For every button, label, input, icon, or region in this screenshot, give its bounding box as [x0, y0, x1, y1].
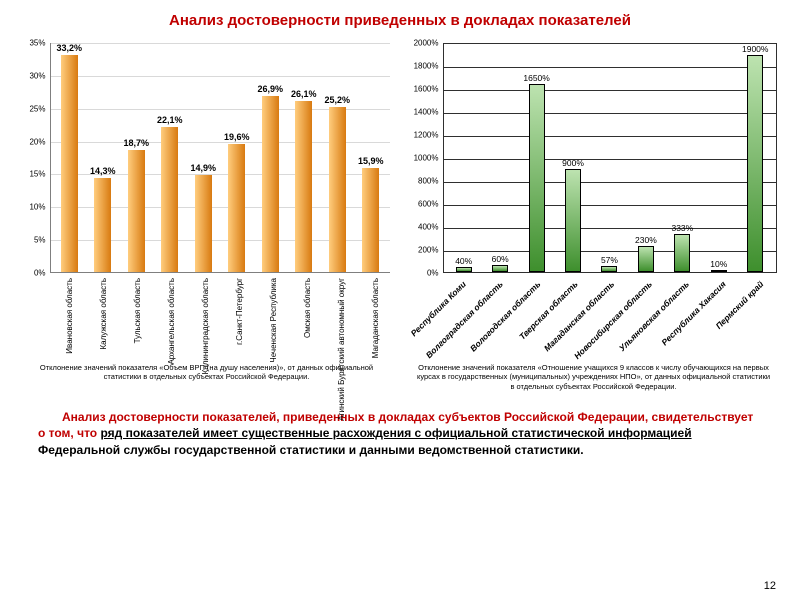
chart1-xcategory: Архангельская область	[152, 275, 186, 359]
bottom-text: Анализ достоверности показателей, привед…	[20, 409, 780, 458]
chart2-value-label: 333%	[671, 223, 693, 233]
chart1-xcategory: Агинский Бурятский автономный округ	[322, 275, 356, 359]
chart2-ytick: 2000%	[409, 39, 439, 48]
chart2-bar	[601, 266, 617, 272]
chart2-bar	[456, 267, 472, 272]
charts-row: 33,2% 14,3% 18,7% 22,1% 14,9% 19,6% 26,9% 26,1%…	[20, 39, 780, 391]
chart1-value-label: 19,6%	[224, 132, 250, 142]
chart1-bar	[228, 144, 245, 272]
chart2-bar	[638, 246, 654, 272]
chart2-bar-slot: 1650%	[518, 44, 554, 272]
chart2-bar-slot: 57%	[591, 44, 627, 272]
chart2-bar	[492, 265, 508, 272]
chart1-xcategory: Калужская область	[84, 275, 118, 359]
chart1-value-label: 15,9%	[358, 156, 384, 166]
page-number: 12	[764, 580, 776, 592]
chart1-bar-slot: 14,9%	[187, 43, 221, 272]
chart2-ytick: 600%	[409, 200, 439, 209]
chart2-ytick: 1600%	[409, 85, 439, 94]
chart1-wrap: 33,2% 14,3% 18,7% 22,1% 14,9% 19,6% 26,9% 26,1%…	[20, 39, 393, 391]
chart1-xcategory: Магаданская область	[356, 275, 390, 359]
chart2-ytick: 0%	[409, 269, 439, 278]
bottom-part3: Федеральной службы государственной стати…	[38, 443, 584, 457]
chart2-value-label: 57%	[601, 255, 618, 265]
chart1-value-label: 14,9%	[190, 163, 216, 173]
page-title: Анализ достоверности приведенных в докла…	[20, 12, 780, 29]
chart1-bar-slot: 15,9%	[354, 43, 388, 272]
chart1-xcategory: Омская область	[288, 275, 322, 359]
chart1-value-label: 22,1%	[157, 115, 183, 125]
chart1-bar-slot: 22,1%	[153, 43, 187, 272]
chart1-ytick: 35%	[22, 39, 46, 48]
chart1-bar	[161, 127, 178, 272]
chart1-xcategory: Калининградская область	[186, 275, 220, 359]
chart1-ytick: 30%	[22, 71, 46, 80]
chart2-bar-slot: 60%	[482, 44, 518, 272]
chart1-bar-slot: 33,2%	[53, 43, 87, 272]
chart1-value-label: 18,7%	[123, 138, 149, 148]
chart2-bar-slot: 900%	[555, 44, 591, 272]
chart2-ytick: 200%	[409, 246, 439, 255]
chart1-bar	[329, 107, 346, 272]
chart1-bar	[94, 178, 111, 272]
chart2-value-label: 60%	[492, 254, 509, 264]
chart2-value-label: 1650%	[523, 73, 549, 83]
chart2-bar-slot: 333%	[664, 44, 700, 272]
chart2-ytick: 1200%	[409, 131, 439, 140]
chart2-ytick: 1400%	[409, 108, 439, 117]
chart1-bar-slot: 18,7%	[120, 43, 154, 272]
chart1-bar	[262, 96, 279, 272]
chart1-bar-slot: 26,1%	[287, 43, 321, 272]
chart2-value-label: 10%	[710, 259, 727, 269]
chart2-bar	[747, 55, 763, 272]
chart2: 40%60%1650%900%57%230%333%10%1900% Респу…	[409, 39, 779, 359]
chart2-ytick: 1800%	[409, 62, 439, 71]
chart1-bar	[61, 55, 78, 272]
chart1-bar	[295, 101, 312, 272]
chart1-ytick: 20%	[22, 137, 46, 146]
chart2-bar	[529, 84, 545, 272]
chart2-value-label: 900%	[562, 158, 584, 168]
chart1-value-label: 33,2%	[56, 43, 82, 53]
chart2-bar	[674, 234, 690, 272]
chart1-xcategory: Ивановская область	[50, 275, 84, 359]
chart2-value-label: 1900%	[742, 44, 768, 54]
chart2-bar	[565, 169, 581, 272]
chart1-value-label: 14,3%	[90, 166, 116, 176]
chart1-bar-slot: 26,9%	[254, 43, 288, 272]
chart1-ytick: 15%	[22, 170, 46, 179]
chart1-value-label: 26,9%	[257, 84, 283, 94]
chart2-ytick: 800%	[409, 177, 439, 186]
chart1-ytick: 25%	[22, 104, 46, 113]
chart2-caption: Отклонение значений показателя «Отношени…	[416, 363, 770, 391]
chart1-bar-slot: 19,6%	[220, 43, 254, 272]
chart2-value-label: 40%	[455, 256, 472, 266]
chart1-ytick: 10%	[22, 203, 46, 212]
chart1-bar-slot: 25,2%	[321, 43, 355, 272]
chart2-bar-slot: 10%	[701, 44, 737, 272]
chart1-xcategory: Тульская область	[118, 275, 152, 359]
chart2-ytick: 400%	[409, 223, 439, 232]
chart2-value-label: 230%	[635, 235, 657, 245]
chart1-bar	[128, 150, 145, 272]
chart2-xcategory: Пермский край	[739, 275, 776, 359]
chart1-xcategory: Чеченская Республика	[254, 275, 288, 359]
chart2-ytick: 1000%	[409, 154, 439, 163]
chart2-bar-slot: 40%	[446, 44, 482, 272]
chart1-value-label: 26,1%	[291, 89, 317, 99]
chart1-bar	[195, 175, 212, 272]
chart1: 33,2% 14,3% 18,7% 22,1% 14,9% 19,6% 26,9% 26,1%…	[22, 39, 392, 359]
bottom-part2: ряд показателей имеет существенные расхо…	[100, 426, 691, 440]
chart2-bar-slot: 1900%	[737, 44, 773, 272]
chart1-bar	[362, 168, 379, 272]
chart2-bar	[711, 270, 727, 272]
chart1-value-label: 25,2%	[324, 95, 350, 105]
chart2-bar-slot: 230%	[628, 44, 664, 272]
chart1-bar-slot: 14,3%	[86, 43, 120, 272]
chart2-wrap: 40%60%1650%900%57%230%333%10%1900% Респу…	[407, 39, 780, 391]
chart1-ytick: 0%	[22, 269, 46, 278]
chart1-ytick: 5%	[22, 236, 46, 245]
chart1-xcategory: г.Санкт-Петербург	[220, 275, 254, 359]
